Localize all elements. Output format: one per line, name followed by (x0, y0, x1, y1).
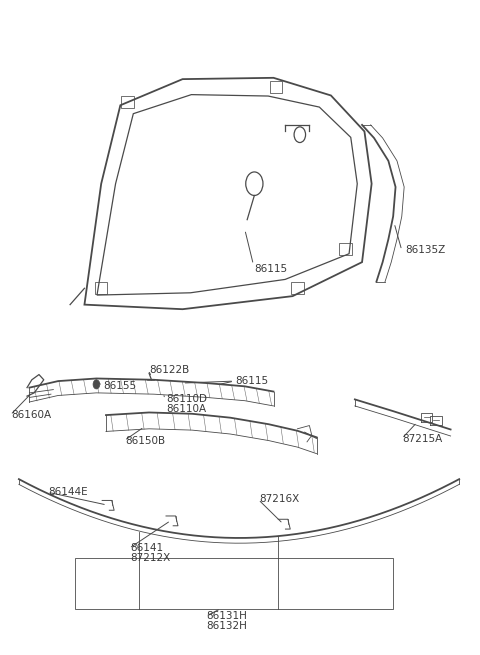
Text: 86110A: 86110A (166, 403, 206, 413)
Text: 86141: 86141 (130, 544, 163, 553)
Bar (291, 282, 304, 294)
Text: 86115: 86115 (254, 264, 288, 274)
Text: 86122B: 86122B (149, 365, 189, 375)
Text: 87215A: 87215A (403, 434, 443, 443)
Text: 86155: 86155 (104, 381, 137, 390)
Text: 87216X: 87216X (259, 495, 300, 504)
Text: 86144E: 86144E (48, 487, 88, 497)
Bar (95, 282, 108, 294)
Text: 86150B: 86150B (125, 436, 165, 445)
Text: 86135Z: 86135Z (405, 246, 445, 255)
Text: 86160A: 86160A (11, 410, 51, 420)
Text: 87212X: 87212X (130, 553, 170, 563)
Circle shape (93, 380, 100, 389)
Bar (270, 81, 282, 93)
Text: 86132H: 86132H (206, 620, 247, 631)
Bar (121, 96, 134, 108)
Bar (339, 243, 351, 255)
Text: 86110D: 86110D (166, 394, 207, 404)
Text: 86131H: 86131H (206, 611, 247, 622)
Text: 86115: 86115 (235, 376, 268, 386)
Bar (75, 557, 393, 608)
